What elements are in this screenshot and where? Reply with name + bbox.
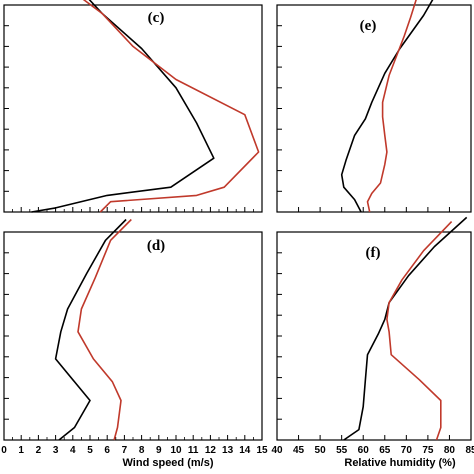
x-tick-label: 5	[87, 445, 93, 456]
x-tick-label: 10	[170, 445, 182, 456]
x-tick-label: 70	[401, 445, 413, 456]
x-tick-label: 8	[139, 445, 145, 456]
x-tick-label: 40	[271, 445, 283, 456]
x-axis-title: Wind speed (m/s)	[123, 457, 214, 469]
x-tick-label: 80	[444, 445, 456, 456]
x-tick-label: 2	[36, 445, 42, 456]
x-tick-label: 50	[315, 445, 327, 456]
x-tick-label: 6	[104, 445, 110, 456]
x-tick-label: 65	[379, 445, 391, 456]
x-tick-label: 13	[222, 445, 234, 456]
x-tick-label: 14	[239, 445, 251, 456]
panel-e: (e)	[276, 0, 472, 213]
panel-label: (e)	[360, 18, 377, 34]
series-line-red	[77, 218, 132, 441]
plot-frame	[3, 231, 263, 441]
plot-frame	[3, 4, 263, 213]
x-tick-label: 85	[465, 445, 474, 456]
series-line-red	[386, 221, 453, 441]
plot-frame	[276, 4, 472, 213]
x-tick-label: 9	[156, 445, 162, 456]
x-tick-label: 55	[336, 445, 348, 456]
plot-frame	[276, 231, 472, 441]
x-tick-label: 7	[122, 445, 128, 456]
series-line-black	[340, 0, 434, 213]
x-tick-label: 4	[70, 445, 76, 456]
series-line-red	[366, 0, 417, 213]
panel-label: (f)	[366, 245, 381, 261]
series-line-red	[82, 0, 260, 213]
panel-d: 0 1 2 3 4 5 6 7 8 9 10 11 12 13 14 15(d)Wind speed (m/s…	[1, 218, 268, 469]
series-line-black	[54, 218, 127, 441]
panel-f: 40 45 50 55 60 65 70 75 80 85 (f) Relative humidity…	[271, 216, 474, 469]
x-tick-label: 1	[18, 445, 24, 456]
panel-c: (c)	[3, 0, 263, 213]
x-tick-label: 75	[422, 445, 434, 456]
x-tick-label: 0	[1, 445, 7, 456]
x-tick-label: 15	[256, 445, 268, 456]
panel-label: (c)	[148, 10, 165, 26]
x-tick-label: 11	[188, 445, 199, 456]
x-tick-label: 12	[205, 445, 217, 456]
series-line-black	[343, 216, 468, 441]
x-tick-label: 45	[293, 445, 305, 456]
x-axis-title: Relative humidity (%)	[344, 457, 456, 469]
panel-label: (d)	[147, 238, 165, 254]
series-line-black	[31, 0, 215, 213]
x-tick-label: 60	[358, 445, 370, 456]
x-tick-label: 3	[53, 445, 59, 456]
